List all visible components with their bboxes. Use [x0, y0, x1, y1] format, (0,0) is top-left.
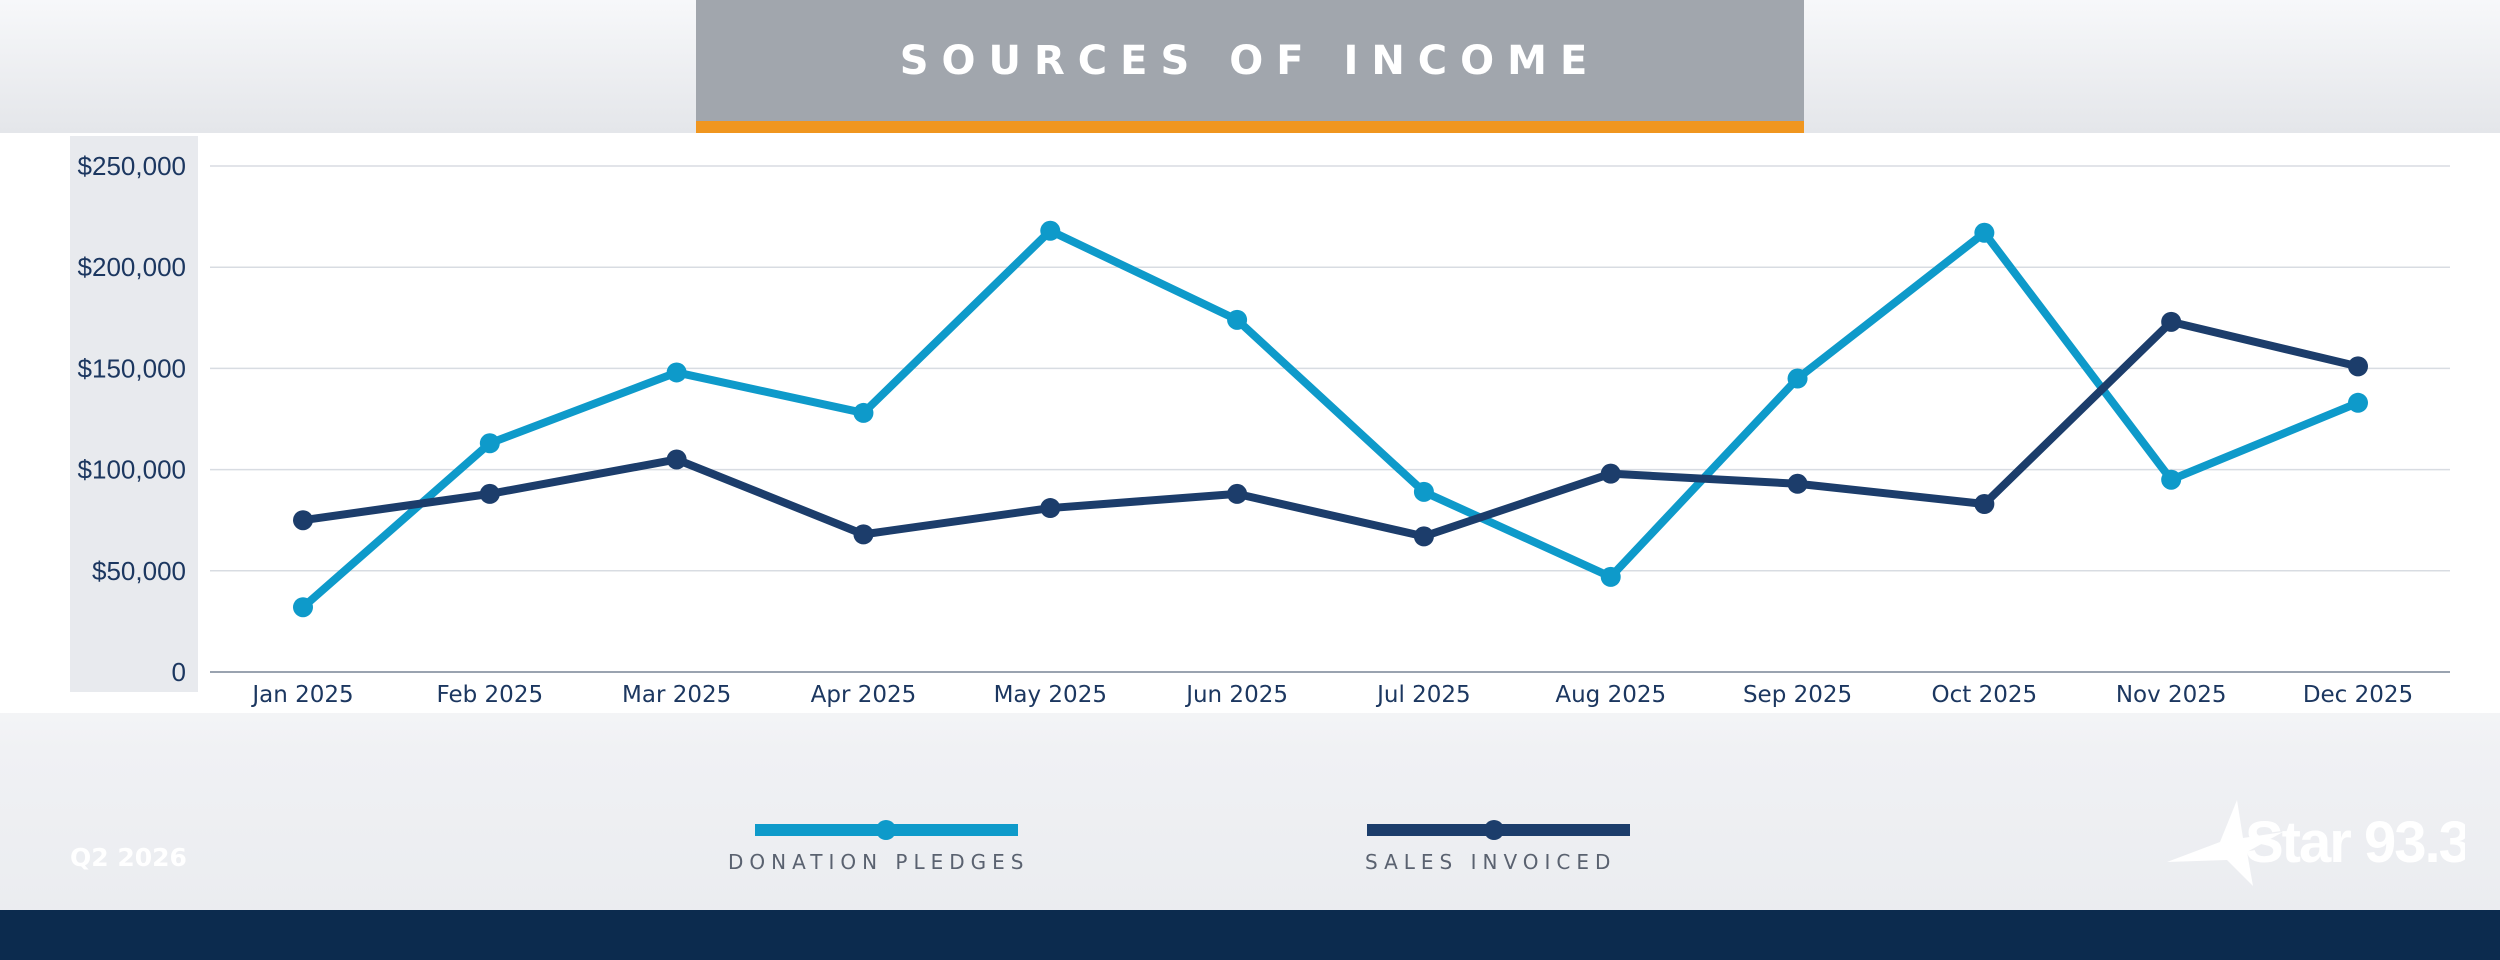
y-tick-label: $250,000 [78, 151, 186, 181]
data-point [479, 433, 500, 454]
data-point [853, 524, 874, 545]
data-point [2161, 469, 2182, 490]
legend-swatch-donation [755, 820, 1018, 840]
data-point [853, 402, 874, 423]
data-point [1600, 463, 1621, 484]
logo-text: Star 93.3 [2245, 810, 2465, 875]
data-point [1787, 368, 1808, 389]
data-point [2161, 311, 2182, 332]
plot-area [0, 133, 2500, 713]
y-tick-label: $200,000 [78, 252, 186, 282]
y-axis-panel [70, 136, 198, 692]
period-label: Q2 2026 [70, 843, 187, 872]
x-tick-label: Jan 2025 [250, 682, 353, 708]
y-tick-label: $50,000 [92, 556, 186, 586]
station-logo: Star 93.3 [2167, 800, 2465, 886]
data-point [2348, 392, 2368, 413]
data-point [293, 510, 313, 531]
x-tick-label: May 2025 [994, 682, 1107, 708]
y-axis-ticks: 0 $50,000 $100,000 $150,000 $200,000 $250,000 [78, 151, 186, 687]
x-tick-label: Sep 2025 [1743, 682, 1852, 708]
data-point [1413, 481, 1434, 502]
x-tick-label: Apr 2025 [811, 682, 917, 708]
x-tick-label: Jun 2025 [1184, 682, 1288, 708]
x-tick-label: Nov 2025 [2116, 682, 2227, 708]
data-point [666, 449, 687, 470]
data-point [1040, 498, 1061, 519]
series-line-1 [299, 317, 2362, 541]
title-banner: SOURCES OF INCOME [696, 0, 1804, 133]
star-icon [2167, 800, 2283, 886]
y-tick-label: $150,000 [78, 353, 186, 383]
data-point [479, 483, 500, 504]
x-tick-label: Feb 2025 [437, 682, 544, 708]
series-layer [293, 220, 2368, 618]
x-tick-label: Aug 2025 [1555, 682, 1666, 708]
legend-label-donation: DONATION PLEDGES [728, 850, 1030, 874]
legend-label-sales: SALES INVOICED [1365, 850, 1617, 874]
series-line-0 [299, 226, 2362, 612]
footer-bar [0, 910, 2500, 960]
grid-lines [210, 165, 2450, 673]
data-point [293, 597, 313, 618]
data-point [1413, 526, 1434, 547]
data-point [1227, 483, 1248, 504]
data-point [1974, 222, 1995, 243]
legend-swatch-sales [1367, 820, 1630, 840]
x-axis-ticks: Jan 2025 Feb 2025 Mar 2025 Apr 2025 May 2025… [250, 682, 2413, 708]
x-tick-label: Dec 2025 [2303, 682, 2413, 708]
data-point [1040, 220, 1061, 241]
x-tick-label: Oct 2025 [1932, 682, 2038, 708]
data-point [1974, 494, 1995, 515]
data-point [1787, 473, 1808, 494]
x-tick-label: Mar 2025 [622, 682, 731, 708]
data-point [1227, 309, 1248, 330]
data-point [2348, 356, 2368, 377]
y-tick-label: $100,000 [78, 455, 186, 485]
y-tick-label: 0 [172, 657, 186, 687]
line-chart: 0 $50,000 $100,000 $150,000 $200,000 $250,000… [78, 151, 2450, 708]
data-point [1600, 566, 1621, 587]
data-point [666, 362, 687, 383]
x-tick-label: Jul 2025 [1375, 682, 1471, 708]
chart-title: SOURCES OF INCOME [899, 37, 1601, 84]
